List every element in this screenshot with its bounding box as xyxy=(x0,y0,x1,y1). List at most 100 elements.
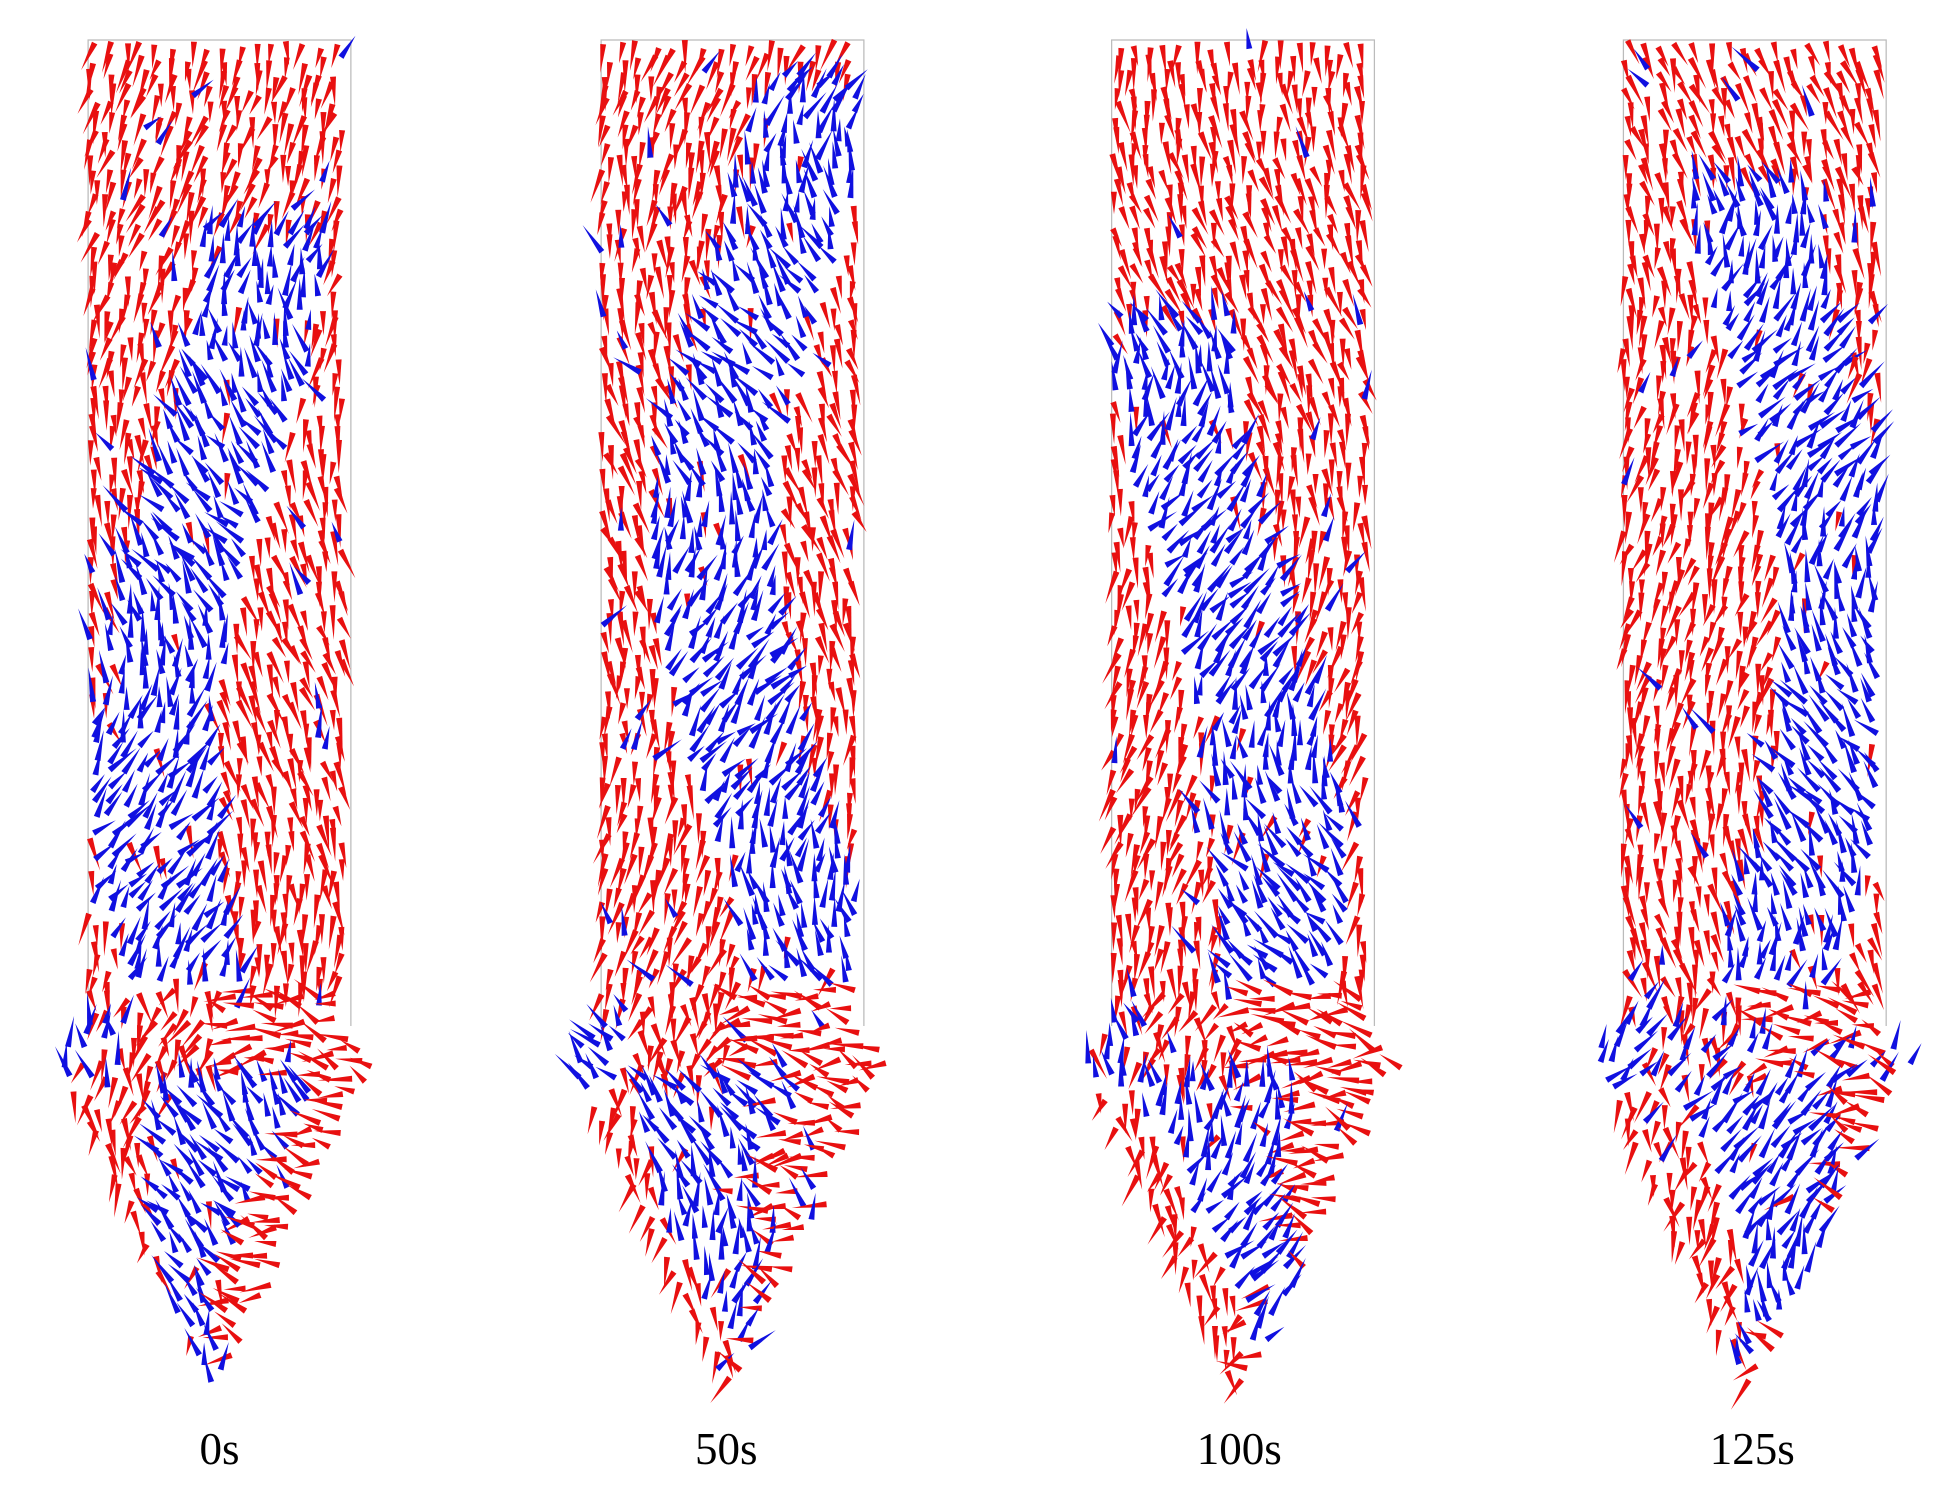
velocity-arrow xyxy=(831,599,838,634)
velocity-arrow xyxy=(817,244,837,264)
velocity-arrow xyxy=(711,357,723,387)
velocity-arrow xyxy=(214,432,229,463)
velocity-arrow xyxy=(762,144,770,172)
velocity-arrow xyxy=(781,455,788,483)
velocity-arrow xyxy=(638,322,645,347)
velocity-arrow xyxy=(670,193,677,225)
velocity-arrow xyxy=(727,172,738,198)
velocity-arrow xyxy=(1833,231,1844,254)
velocity-arrow xyxy=(260,1143,278,1161)
velocity-arrow xyxy=(729,491,736,525)
velocity-arrow xyxy=(1361,541,1370,573)
velocity-arrow xyxy=(847,659,855,686)
velocity-arrow xyxy=(240,607,248,637)
velocity-arrow xyxy=(838,59,852,84)
velocity-arrow xyxy=(200,1202,222,1216)
velocity-arrow xyxy=(634,536,648,559)
velocity-arrow xyxy=(752,537,759,558)
velocity-arrow xyxy=(204,462,225,486)
velocity-arrow xyxy=(200,922,223,943)
velocity-arrow xyxy=(817,386,829,409)
velocity-arrow xyxy=(227,212,243,238)
velocity-arrow xyxy=(1269,946,1294,965)
velocity-arrow xyxy=(724,225,739,251)
velocity-arrow xyxy=(701,213,709,239)
velocity-arrow xyxy=(684,312,711,332)
velocity-arrow xyxy=(726,1198,737,1229)
velocity-arrow xyxy=(1790,267,1797,295)
velocity-arrow xyxy=(753,1094,774,1119)
velocity-arrow xyxy=(1142,1092,1150,1118)
velocity-arrow xyxy=(675,128,689,158)
velocity-arrow xyxy=(116,402,124,435)
velocity-arrow xyxy=(599,274,607,309)
velocity-arrow xyxy=(128,881,147,899)
velocity-arrow xyxy=(692,388,705,422)
velocity-arrow xyxy=(266,651,284,684)
velocity-arrow xyxy=(1835,289,1844,312)
velocity-arrow xyxy=(1164,553,1187,568)
velocity-arrow xyxy=(238,426,261,450)
velocity-arrow xyxy=(601,373,608,406)
velocity-arrow xyxy=(761,272,773,306)
velocity-arrow xyxy=(240,1214,269,1241)
velocity-arrow xyxy=(261,359,277,393)
velocity-arrow xyxy=(665,518,680,544)
velocity-arrow xyxy=(1379,1054,1403,1071)
velocity-arrow xyxy=(1635,358,1647,381)
velocity-arrow xyxy=(800,1167,817,1190)
velocity-arrow xyxy=(322,815,330,850)
velocity-arrow xyxy=(1222,102,1229,132)
velocity-arrow xyxy=(705,592,722,615)
velocity-arrow xyxy=(1804,548,1811,583)
velocity-arrow xyxy=(1854,97,1863,125)
velocity-arrow xyxy=(181,151,190,182)
velocity-arrow xyxy=(273,200,280,234)
velocity-arrow xyxy=(155,119,173,146)
velocity-arrow xyxy=(819,83,838,114)
velocity-arrow xyxy=(1676,320,1683,352)
velocity-arrow xyxy=(202,210,225,231)
velocity-arrow xyxy=(120,167,132,201)
velocity-arrow xyxy=(222,789,235,814)
velocity-arrow xyxy=(248,555,255,582)
velocity-arrow xyxy=(155,246,174,276)
velocity-arrow xyxy=(220,559,230,582)
velocity-arrow xyxy=(679,514,686,540)
velocity-arrow xyxy=(286,1072,310,1102)
velocity-arrow xyxy=(285,166,292,187)
velocity-arrow xyxy=(156,857,173,875)
velocity-arrow xyxy=(644,95,661,123)
velocity-arrow xyxy=(825,1117,843,1133)
velocity-arrow xyxy=(97,587,112,621)
velocity-arrow xyxy=(257,369,264,393)
velocity-arrow xyxy=(765,694,785,722)
velocity-arrow xyxy=(648,76,655,102)
velocity-arrow xyxy=(1257,764,1264,786)
velocity-arrow xyxy=(1177,1236,1195,1258)
velocity-arrow xyxy=(199,742,211,771)
velocity-arrow xyxy=(248,695,258,726)
velocity-arrow xyxy=(625,124,639,153)
velocity-arrow xyxy=(1193,288,1203,312)
velocity-arrow xyxy=(233,634,252,661)
velocity-arrow xyxy=(239,182,256,212)
velocity-arrow xyxy=(833,482,840,515)
velocity-arrow xyxy=(91,706,106,739)
velocity-arrow xyxy=(331,43,341,69)
velocity-arrow xyxy=(1343,81,1352,107)
velocity-arrow xyxy=(1260,577,1276,596)
velocity-arrow xyxy=(154,1093,174,1122)
velocity-arrow xyxy=(192,310,202,336)
velocity-arrow xyxy=(122,376,133,402)
velocity-arrow xyxy=(158,344,176,378)
velocity-arrow xyxy=(750,161,757,184)
velocity-arrow xyxy=(1268,1286,1286,1317)
velocity-arrow xyxy=(848,441,858,471)
velocity-arrow xyxy=(1342,278,1355,307)
velocity-arrow xyxy=(730,1118,758,1140)
velocity-arrow xyxy=(809,142,824,174)
velocity-arrow xyxy=(314,591,325,617)
velocity-arrow xyxy=(130,1035,149,1067)
velocity-arrow xyxy=(688,167,695,201)
